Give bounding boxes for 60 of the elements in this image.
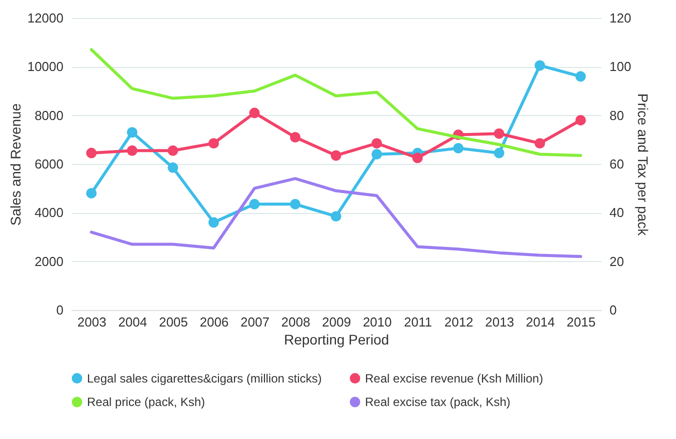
x-tick-label: 2012 [444, 314, 474, 330]
legend-label: Real price (pack, Ksh) [87, 395, 206, 409]
line-series [90, 48, 582, 157]
point [534, 138, 546, 149]
y-tick-label: 6000 [34, 156, 64, 172]
y2-tick-label: 80 [610, 108, 624, 123]
y2-tick-label: 100 [610, 59, 632, 74]
legend-label: Legal sales cigarettes&cigars (million sticks) [87, 371, 322, 386]
legend-label: Real excise tax (pack, Ksh) [365, 395, 510, 409]
y2-tick-label: 20 [610, 254, 624, 269]
point [290, 132, 300, 142]
point [208, 138, 219, 149]
x-tick-label: 2007 [240, 314, 270, 330]
x-tick-label: 2006 [200, 314, 229, 330]
point [249, 198, 260, 210]
point [86, 148, 97, 158]
point [575, 71, 586, 82]
y2-tick-label: 120 [610, 10, 632, 26]
point [534, 60, 546, 71]
point [290, 198, 300, 210]
point [372, 138, 382, 149]
point [249, 108, 260, 118]
y-axis-title: Sales and Revenue [7, 103, 24, 226]
x-tick-label: 2005 [158, 314, 188, 330]
y-tick-label: 10000 [27, 59, 64, 74]
point [126, 127, 138, 138]
x-tick-label: 2010 [362, 314, 392, 330]
point [330, 211, 342, 222]
point [412, 152, 423, 164]
y2-tick-label: 40 [610, 205, 624, 220]
point [168, 145, 178, 156]
x-tick-label: 2004 [118, 314, 148, 330]
x-tick-label: 2003 [77, 314, 106, 330]
point [372, 149, 382, 160]
point [208, 217, 219, 228]
y2-tick-label: 0 [610, 302, 617, 318]
y-tick-label: 2000 [34, 254, 64, 269]
y-tick-label: 12000 [27, 10, 64, 26]
point [494, 148, 504, 158]
point [494, 128, 504, 139]
y-tick-label: 8000 [34, 108, 64, 123]
legend-label: Real excise revenue (Ksh Million) [365, 371, 544, 386]
point [453, 142, 464, 154]
point [330, 150, 342, 161]
x-tick-label: 2009 [322, 314, 351, 330]
point [126, 145, 138, 156]
x-tick-label: 2013 [485, 314, 514, 330]
x-axis-title: Reporting Period [284, 332, 390, 348]
point [168, 162, 178, 173]
x-tick-label: 2014 [526, 314, 555, 330]
y2-axis-title: Price and Tax per pack [635, 93, 652, 237]
point [86, 188, 97, 198]
x-tick-label: 2011 [404, 314, 432, 330]
line-series [90, 177, 582, 258]
y2-tick-label: 60 [610, 156, 624, 172]
point [575, 114, 586, 126]
y-tick-label: 0 [56, 302, 64, 318]
x-tick-label: 2015 [566, 314, 596, 330]
y-tick-label: 4000 [34, 205, 64, 220]
x-tick-label: 2008 [281, 314, 310, 330]
